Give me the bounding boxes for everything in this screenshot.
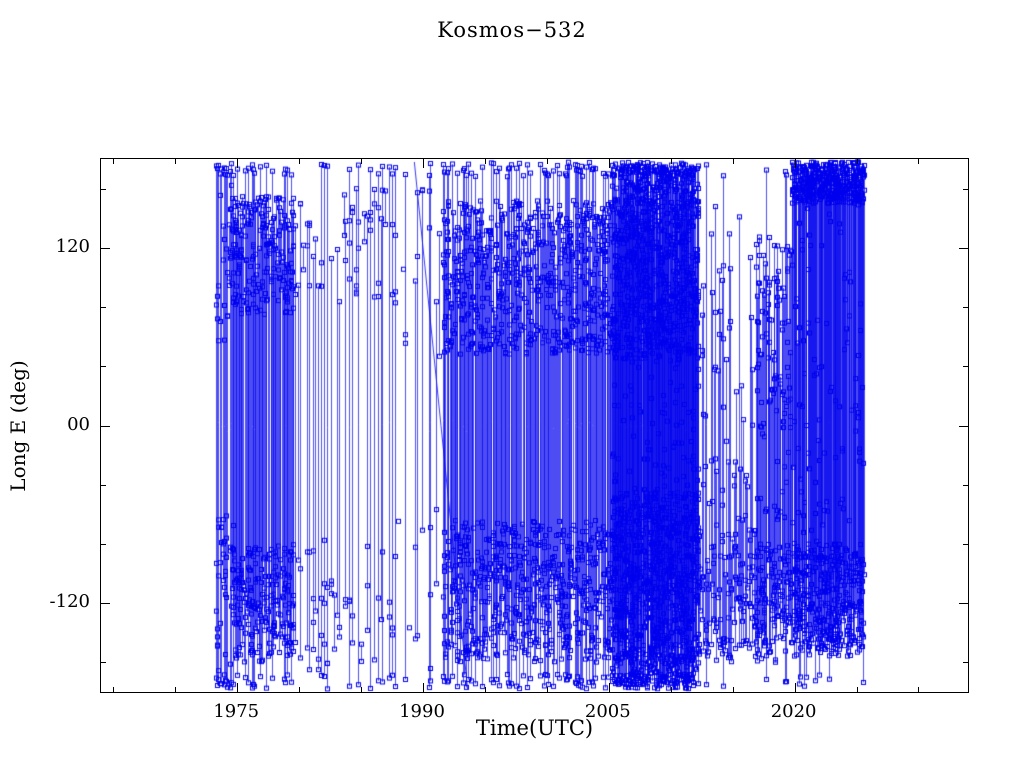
x-tick-label: 1990 [399, 701, 445, 722]
x-tick-label: 2005 [584, 701, 631, 722]
chart-title: Kosmos−532 [437, 18, 587, 42]
y-tick-label: 120 [55, 235, 90, 257]
y-tick-label: 00 [67, 413, 90, 435]
x-axis-label: Time(UTC) [475, 716, 594, 740]
plot-area [100, 158, 969, 693]
y-axis-label: Long E (deg) [6, 360, 30, 492]
chart-canvas [101, 159, 968, 692]
x-tick-label: 2020 [770, 701, 817, 722]
x-tick-label: 1975 [213, 701, 260, 722]
y-tick-label: -120 [49, 591, 90, 613]
